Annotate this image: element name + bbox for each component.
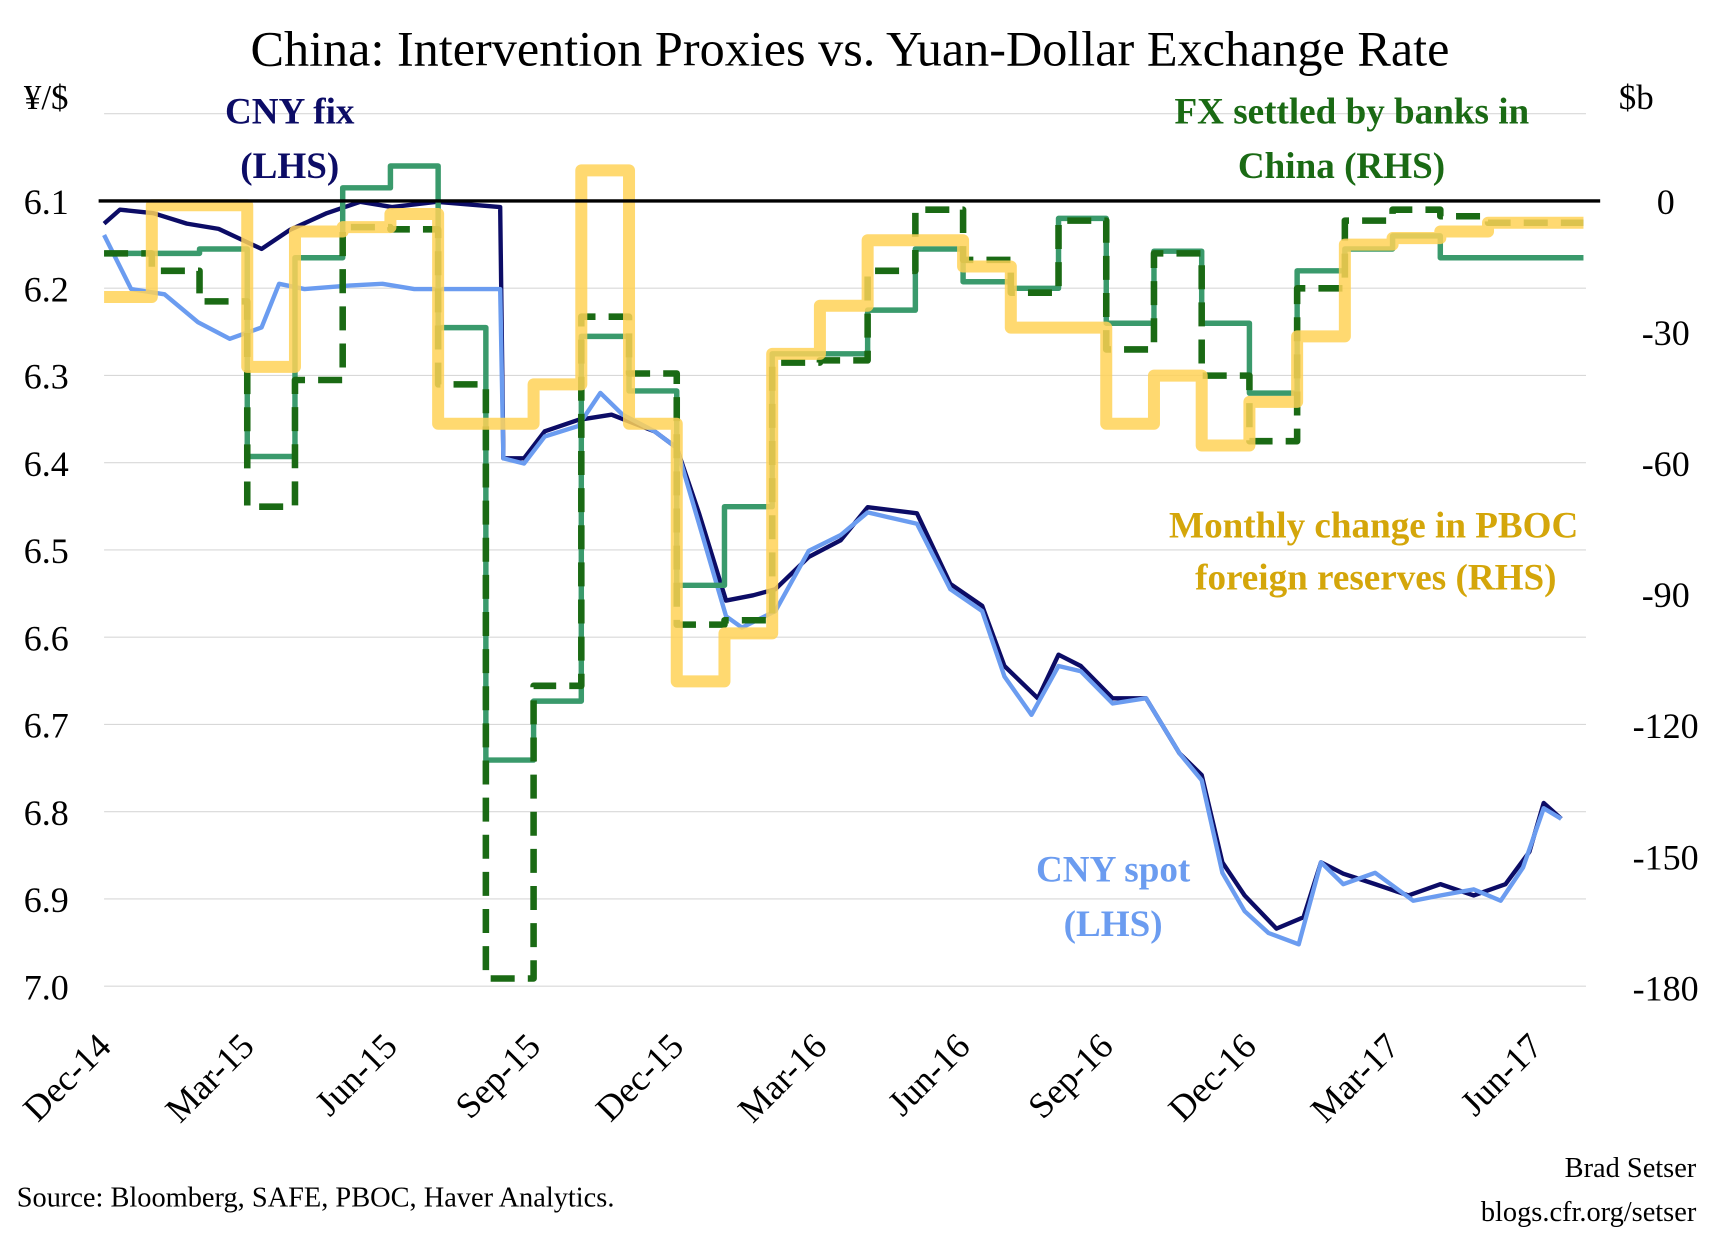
x-tick-label: Jun-16 [880,1026,978,1124]
x-tick-label: Jun-17 [1453,1026,1551,1124]
left-tick-label: 6.9 [24,880,69,920]
right-tick-label: -90 [1642,575,1690,615]
reserves-label: Monthly change in PBOC foreign reserves … [1169,505,1578,598]
right-tick-label: -60 [1642,444,1690,484]
left-tick-label: 6.8 [24,793,69,833]
x-tick-label: Sep-15 [448,1026,548,1126]
x-tick-label: Dec-15 [588,1026,691,1129]
left-tick-label: 6.6 [24,618,69,658]
left-tick-label: 6.2 [24,269,69,309]
fx-label-line1: FX settled by banks in [1175,91,1530,132]
left-tick-label: 6.1 [24,182,69,222]
series-layer [102,163,1584,982]
spot-label-line1: CNY spot [1036,849,1191,890]
left-tick-label: 6.7 [24,706,69,746]
x-tick-label: Mar-15 [157,1026,261,1130]
credit-author: Brad Setser [1565,1153,1697,1184]
left-tick-label: 7.0 [24,967,69,1007]
cny-fix-line [102,199,1563,931]
x-tick-label: Dec-14 [15,1026,118,1129]
right-axis-ticks: 0 -30 -60 -90 -120 -150 -180 [1633,182,1699,1008]
source-note: Source: Bloomberg, SAFE, PBOC, Haver Ana… [17,1183,615,1214]
right-tick-label: -30 [1642,313,1690,353]
left-axis-label: ¥/$ [24,78,69,117]
x-tick-label: Dec-16 [1161,1026,1264,1129]
right-axis-label: $b [1619,78,1654,117]
credit-url: blogs.cfr.org/setser [1481,1197,1697,1228]
right-tick-label: -120 [1633,706,1699,746]
fx-settled-dashed-line [104,206,1584,982]
right-tick-label: -150 [1633,837,1699,877]
spot-label-line2: (LHS) [1064,904,1163,945]
fix-label-line2: (LHS) [240,146,339,187]
x-tick-label: Mar-16 [730,1026,834,1130]
right-tick-label: -180 [1633,968,1699,1008]
spot-label: CNY spot (LHS) [1036,849,1191,945]
fx-label: FX settled by banks in China (RHS) [1175,91,1530,187]
reserves-label-line2: foreign reserves (RHS) [1195,558,1556,599]
fix-label: CNY fix (LHS) [225,91,355,187]
right-tick-label: 0 [1657,182,1675,222]
x-axis-ticks: Dec-14 Mar-15 Jun-15 Sep-15 Dec-15 Mar-16 Jun-… [15,1026,1550,1130]
chart-title: China: Intervention Proxies vs. Yuan-Dol… [250,21,1449,77]
left-tick-label: 6.4 [24,444,69,484]
left-tick-label: 6.5 [24,531,69,571]
left-axis-ticks: 6.1 6.2 6.3 6.4 6.5 6.6 6.7 6.8 6.9 7.0 [24,182,69,1007]
left-tick-label: 6.3 [24,357,69,397]
reserves-line [104,164,1584,688]
fix-label-line1: CNY fix [225,91,355,132]
x-tick-label: Sep-16 [1020,1026,1120,1126]
fx-label-line2: China (RHS) [1238,146,1445,187]
x-tick-label: Mar-17 [1303,1026,1407,1130]
reserves-label-line1: Monthly change in PBOC [1169,505,1578,546]
x-tick-label: Jun-15 [307,1026,405,1124]
cny-spot-line [102,233,1563,947]
